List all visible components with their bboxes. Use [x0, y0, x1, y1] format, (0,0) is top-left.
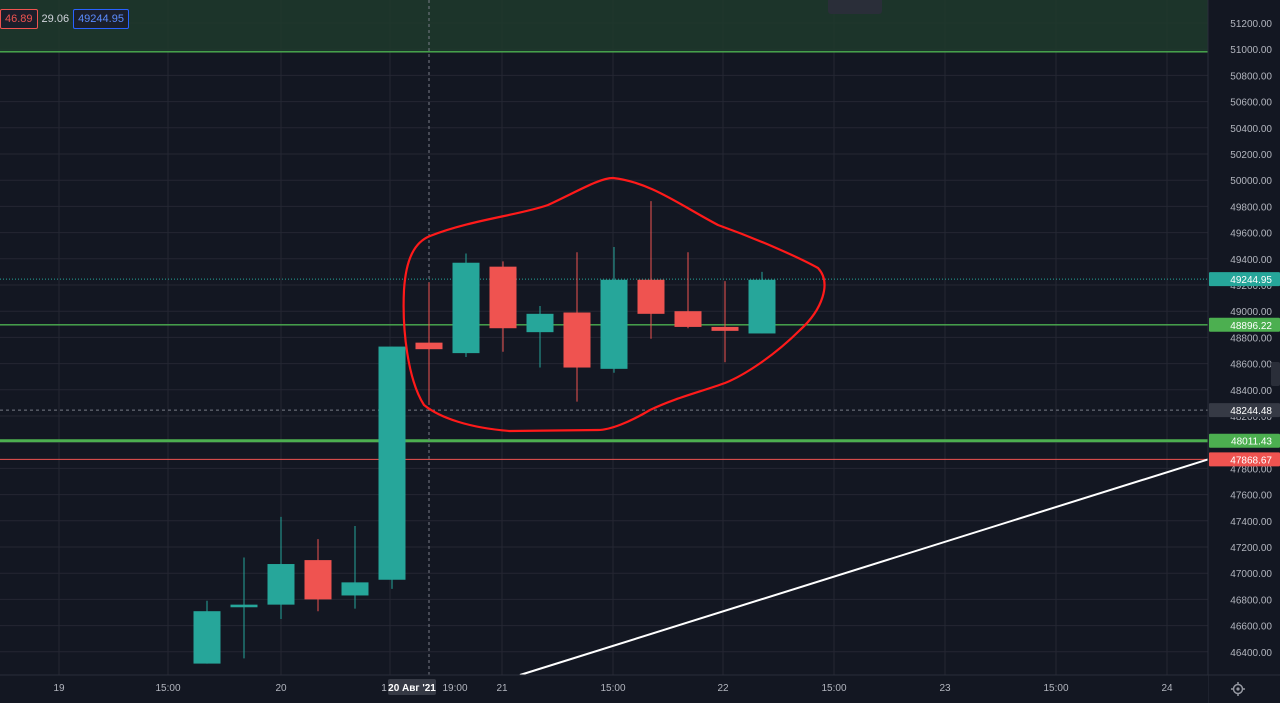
price-tick-12: 48800.00 [1230, 333, 1272, 344]
price-tick-5: 50200.00 [1230, 150, 1272, 161]
sell-price-box[interactable]: 46.89 [0, 9, 38, 29]
price-label-0: 49244.95 [1230, 275, 1272, 286]
candle-body-0[interactable] [193, 611, 221, 664]
price-tick-7: 49800.00 [1230, 202, 1272, 213]
candle-body-10[interactable] [563, 312, 591, 368]
price-axis[interactable] [1208, 0, 1280, 703]
price-tick-22: 46800.00 [1230, 595, 1272, 606]
price-tick-6: 50000.00 [1230, 176, 1272, 187]
price-label-bg-3 [1209, 433, 1280, 448]
time-tick-1: 15:00 [155, 683, 180, 694]
crosshair-time-label: 20 Авг '21 [388, 683, 436, 694]
time-tick-8: 15:00 [821, 683, 846, 694]
spread-value: 29.06 [41, 13, 70, 25]
buy-price-box[interactable]: 49244.95 [73, 9, 129, 29]
resistance-zone [0, 0, 1208, 52]
price-tick-3: 50600.00 [1230, 98, 1272, 109]
time-tick-10: 15:00 [1043, 683, 1068, 694]
candle-body-15[interactable] [748, 279, 776, 334]
candle-body-14[interactable] [711, 326, 739, 331]
candle-body-12[interactable] [637, 279, 665, 314]
price-tick-21: 47000.00 [1230, 569, 1272, 580]
price-tick-24: 46400.00 [1230, 648, 1272, 659]
candle-body-2[interactable] [267, 564, 295, 605]
trendline[interactable] [519, 458, 1209, 676]
candle-body-1[interactable] [230, 604, 258, 608]
hand-drawn-ellipse-annotation [402, 176, 826, 433]
time-axis[interactable] [0, 675, 1208, 703]
price-tick-14: 48400.00 [1230, 386, 1272, 397]
price-tick-0: 51200.00 [1230, 19, 1272, 30]
time-tick-0: 19 [53, 683, 65, 694]
price-label-bg-4 [1209, 452, 1280, 467]
price-tick-13: 48600.00 [1230, 360, 1272, 371]
price-tick-2: 50800.00 [1230, 71, 1272, 82]
candle-body-9[interactable] [526, 313, 554, 333]
candle-body-7[interactable] [452, 262, 480, 354]
price-tick-15: 48200.00 [1230, 412, 1272, 423]
price-tick-17: 47800.00 [1230, 464, 1272, 475]
order-legend: 46.89 29.06 49244.95 [0, 9, 129, 29]
time-tick-5: 21 [496, 683, 508, 694]
price-label-bg-1 [1209, 317, 1280, 332]
drawing-toolbar-handle[interactable] [828, 0, 882, 14]
candle-body-13[interactable] [674, 311, 702, 327]
time-tick-11: 24 [1161, 683, 1173, 694]
price-tick-1: 51000.00 [1230, 45, 1272, 56]
price-tick-20: 47200.00 [1230, 543, 1272, 554]
time-tick-2: 20 [275, 683, 287, 694]
price-tick-11: 49000.00 [1230, 307, 1272, 318]
time-tick-3: 1 [381, 683, 387, 694]
price-label-4: 47868.67 [1230, 455, 1272, 466]
price-tick-4: 50400.00 [1230, 124, 1272, 135]
candle-body-4[interactable] [341, 582, 369, 596]
gear-icon[interactable] [1230, 681, 1246, 697]
price-tick-8: 49600.00 [1230, 229, 1272, 240]
crosshair-time-label-bg [388, 679, 436, 695]
time-tick-7: 22 [717, 683, 729, 694]
time-tick-4: 19:00 [442, 683, 467, 694]
candle-body-5[interactable] [378, 346, 406, 580]
candle-body-8[interactable] [489, 266, 517, 329]
price-label-3: 48011.43 [1231, 437, 1272, 448]
candle-body-11[interactable] [600, 279, 628, 369]
time-tick-9: 23 [939, 683, 951, 694]
time-tick-6: 15:00 [600, 683, 625, 694]
price-label-1: 48896.22 [1230, 321, 1272, 332]
price-tick-19: 47400.00 [1230, 517, 1272, 528]
axis-scroll-handle[interactable] [1271, 362, 1280, 386]
price-tick-9: 49400.00 [1230, 255, 1272, 266]
price-label-bg-2 [1209, 403, 1280, 418]
candle-body-6[interactable] [415, 342, 443, 350]
price-tick-23: 46600.00 [1230, 622, 1272, 633]
price-label-bg-0 [1209, 272, 1280, 287]
candle-body-3[interactable] [304, 560, 332, 600]
price-tick-10: 49200.00 [1230, 281, 1272, 292]
price-label-2: 48244.48 [1230, 406, 1272, 417]
price-tick-18: 47600.00 [1230, 491, 1272, 502]
